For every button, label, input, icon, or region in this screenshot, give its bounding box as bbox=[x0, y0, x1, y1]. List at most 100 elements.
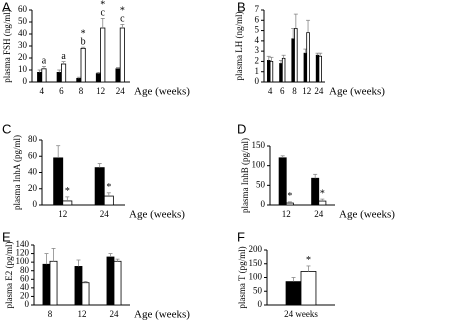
y-tick-label: 1 bbox=[255, 66, 260, 76]
bar bbox=[74, 266, 83, 306]
bar bbox=[279, 63, 283, 83]
y-tick-label: 200 bbox=[249, 244, 263, 254]
x-tick-label: 6 bbox=[280, 86, 285, 96]
bar bbox=[306, 32, 310, 83]
bar bbox=[278, 157, 287, 206]
y-tick-label: 4 bbox=[255, 35, 260, 45]
bar bbox=[119, 27, 125, 83]
x-tick-label: 24 bbox=[100, 209, 110, 219]
y-tick-label: 50 bbox=[253, 285, 263, 295]
y-axis-label: plasma FSH (ng/ml) bbox=[2, 9, 12, 83]
bar bbox=[115, 68, 121, 83]
y-tick-label: 100 bbox=[16, 256, 30, 266]
y-tick-label: 0 bbox=[258, 299, 263, 309]
bar bbox=[41, 68, 47, 83]
annotation: c bbox=[101, 8, 106, 19]
annotation: * bbox=[65, 186, 70, 197]
bar bbox=[285, 281, 302, 306]
bar bbox=[285, 202, 294, 206]
y-tick-label: 20 bbox=[18, 52, 28, 62]
x-tick-label: 4 bbox=[268, 86, 273, 96]
y-tick-label: 120 bbox=[16, 248, 30, 258]
panel-letter: A bbox=[2, 0, 11, 14]
bar bbox=[291, 38, 295, 83]
annotation: * bbox=[100, 0, 105, 11]
x-tick-label: 24 bbox=[314, 209, 324, 219]
y-tick-label: 80 bbox=[20, 265, 30, 275]
y-tick-label: 40 bbox=[28, 167, 38, 177]
x-tick-label: 12 bbox=[78, 309, 87, 319]
bar bbox=[103, 195, 114, 206]
y-tick-label: 150 bbox=[252, 140, 266, 150]
y-tick-label: 40 bbox=[18, 28, 28, 38]
x-axis-label: Age (weeks) bbox=[339, 209, 395, 221]
x-tick-label: 12 bbox=[96, 86, 105, 96]
bar bbox=[42, 263, 51, 306]
y-tick-label: 50 bbox=[18, 16, 28, 26]
y-tick-label: 50 bbox=[256, 179, 266, 189]
x-axis-label: Age (weeks) bbox=[329, 86, 385, 98]
y-tick-label: 0 bbox=[25, 299, 30, 309]
bar bbox=[300, 271, 317, 306]
y-tick-label: 100 bbox=[252, 160, 266, 170]
y-tick-label: 0 bbox=[33, 199, 38, 209]
y-tick-label: 0 bbox=[23, 76, 28, 86]
x-axis-label: Age (weeks) bbox=[134, 86, 190, 98]
panel-letter: D bbox=[237, 121, 246, 136]
x-tick-label: 24 bbox=[116, 86, 126, 96]
bar bbox=[49, 260, 58, 306]
y-axis-label: plasma E2 (pg/ml) bbox=[4, 242, 14, 309]
y-tick-label: 6 bbox=[255, 14, 260, 24]
bar bbox=[318, 200, 327, 206]
bar bbox=[303, 52, 308, 83]
bar bbox=[37, 72, 43, 83]
y-tick-label: 2 bbox=[255, 55, 260, 65]
bar bbox=[269, 61, 274, 83]
panel-letter: B bbox=[237, 0, 246, 14]
annotation: * bbox=[120, 6, 125, 17]
y-tick-label: 60 bbox=[28, 150, 38, 160]
y-tick-label: 60 bbox=[20, 273, 30, 283]
y-tick-label: 100 bbox=[249, 272, 263, 282]
y-axis-label: plasma LH (ng/ml) bbox=[234, 12, 244, 81]
y-tick-label: 60 bbox=[18, 4, 28, 14]
panel-letter: E bbox=[2, 229, 11, 244]
annotation: a bbox=[42, 56, 47, 67]
bar bbox=[94, 167, 105, 206]
annotation: b bbox=[81, 36, 86, 47]
annotation: * bbox=[81, 28, 86, 39]
x-tick-label: 24 bbox=[110, 309, 120, 319]
x-axis-label: Age (weeks) bbox=[129, 209, 185, 221]
x-tick-label: 6 bbox=[59, 86, 64, 96]
bar bbox=[61, 63, 67, 83]
y-tick-label: 20 bbox=[20, 290, 30, 300]
bar bbox=[95, 73, 102, 83]
bar bbox=[53, 157, 64, 206]
bar bbox=[80, 48, 86, 83]
y-tick-label: 3 bbox=[255, 45, 260, 55]
y-tick-label: 150 bbox=[249, 258, 263, 268]
bar bbox=[62, 200, 73, 206]
x-tick-label: 8 bbox=[79, 86, 84, 96]
y-tick-label: 80 bbox=[28, 134, 38, 144]
panel-letter: C bbox=[2, 121, 11, 136]
x-tick-label: 4 bbox=[40, 86, 45, 96]
y-tick-label: 10 bbox=[18, 64, 28, 74]
x-tick-label: 8 bbox=[292, 86, 297, 96]
bar bbox=[294, 28, 298, 83]
bar bbox=[56, 72, 62, 83]
y-tick-label: 40 bbox=[20, 282, 30, 292]
panel-letter: F bbox=[237, 229, 245, 244]
annotation: * bbox=[106, 182, 111, 193]
annotation: * bbox=[320, 188, 325, 199]
x-tick-label: 24 bbox=[314, 86, 324, 96]
y-tick-label: 140 bbox=[16, 239, 30, 249]
y-axis-label: plasma InhB (pg/ml) bbox=[240, 138, 250, 213]
y-tick-label: 30 bbox=[18, 40, 28, 50]
annotation: * bbox=[287, 191, 292, 202]
